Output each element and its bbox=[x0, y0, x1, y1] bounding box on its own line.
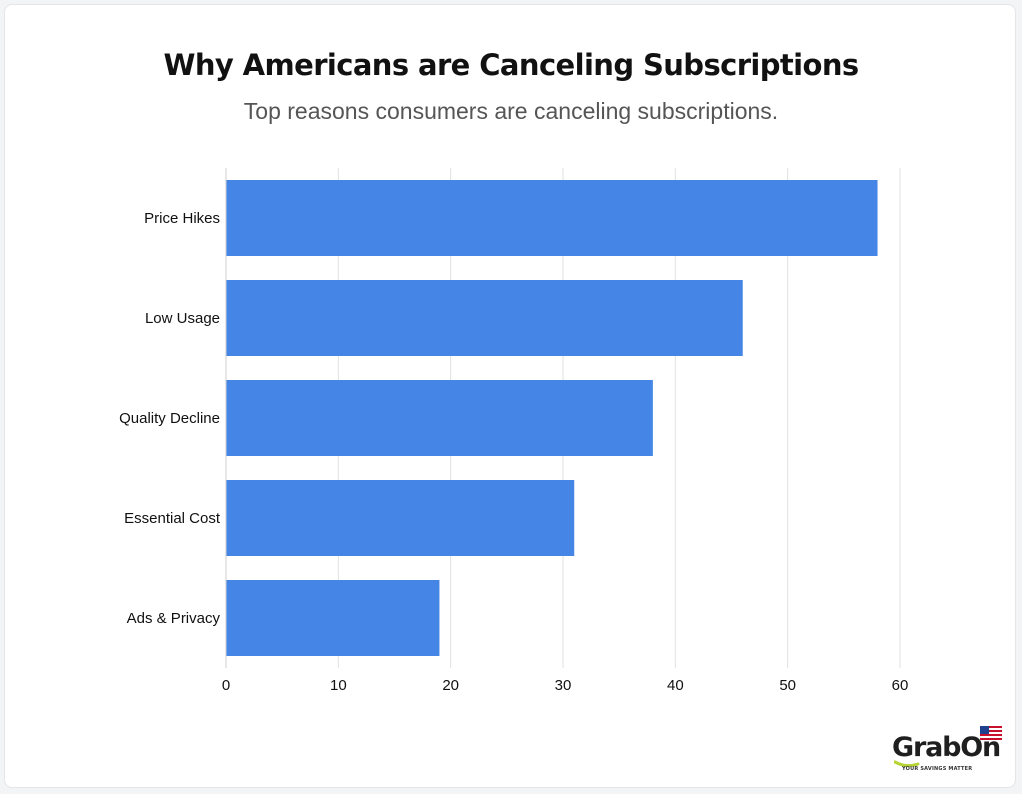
logo-wordmark: GrabOn bbox=[892, 732, 1001, 763]
bar-price-hikes bbox=[226, 180, 878, 256]
category-label: Price Hikes bbox=[144, 210, 220, 227]
category-label: Low Usage bbox=[145, 310, 220, 327]
category-label: Quality Decline bbox=[119, 410, 220, 427]
grabon-logo: GrabOn YOUR SAVINGS MATTER bbox=[892, 724, 1012, 774]
x-tick-label: 50 bbox=[779, 677, 796, 694]
bar-quality-decline bbox=[226, 380, 653, 456]
bar-low-usage bbox=[226, 280, 743, 356]
logo-swoosh-icon bbox=[894, 760, 920, 768]
category-label: Ads & Privacy bbox=[127, 610, 221, 627]
x-tick-label: 40 bbox=[667, 677, 684, 694]
chart-title: Why Americans are Canceling Subscription… bbox=[163, 48, 859, 82]
bar-ads-privacy bbox=[226, 580, 440, 656]
logo-tagline: YOUR SAVINGS MATTER bbox=[902, 766, 973, 772]
chart-subtitle: Top reasons consumers are canceling subs… bbox=[243, 98, 779, 124]
us-flag-icon bbox=[980, 726, 1002, 740]
x-tick-label: 10 bbox=[330, 677, 347, 694]
category-label: Essential Cost bbox=[124, 510, 221, 527]
x-tick-label: 30 bbox=[555, 677, 572, 694]
bar-essential-cost bbox=[226, 480, 575, 556]
x-tick-label: 0 bbox=[222, 677, 230, 694]
x-tick-label: 60 bbox=[892, 677, 909, 694]
x-tick-label: 20 bbox=[442, 677, 459, 694]
